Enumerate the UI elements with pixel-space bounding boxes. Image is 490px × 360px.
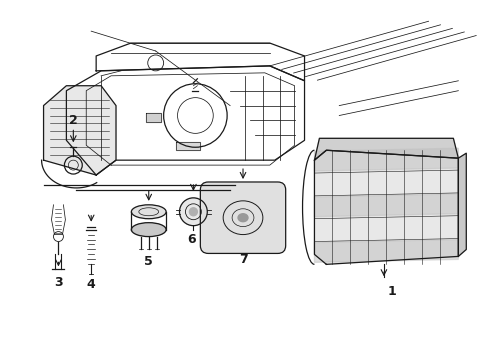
Polygon shape bbox=[175, 142, 200, 150]
Polygon shape bbox=[315, 150, 458, 264]
Ellipse shape bbox=[238, 214, 248, 222]
Polygon shape bbox=[315, 239, 458, 262]
Text: 5: 5 bbox=[145, 255, 153, 268]
Text: 4: 4 bbox=[87, 278, 96, 291]
Text: 3: 3 bbox=[54, 276, 63, 289]
Ellipse shape bbox=[131, 205, 166, 219]
FancyBboxPatch shape bbox=[200, 182, 286, 253]
Polygon shape bbox=[315, 148, 458, 171]
Circle shape bbox=[179, 198, 207, 226]
Circle shape bbox=[190, 208, 197, 216]
Text: 2: 2 bbox=[69, 114, 78, 127]
Polygon shape bbox=[458, 153, 466, 256]
Polygon shape bbox=[315, 194, 458, 217]
Text: 7: 7 bbox=[239, 253, 247, 266]
Text: 1: 1 bbox=[388, 285, 396, 298]
Ellipse shape bbox=[131, 223, 166, 237]
Polygon shape bbox=[146, 113, 161, 122]
Polygon shape bbox=[315, 138, 458, 160]
Text: 6: 6 bbox=[187, 233, 196, 246]
Polygon shape bbox=[44, 86, 116, 175]
